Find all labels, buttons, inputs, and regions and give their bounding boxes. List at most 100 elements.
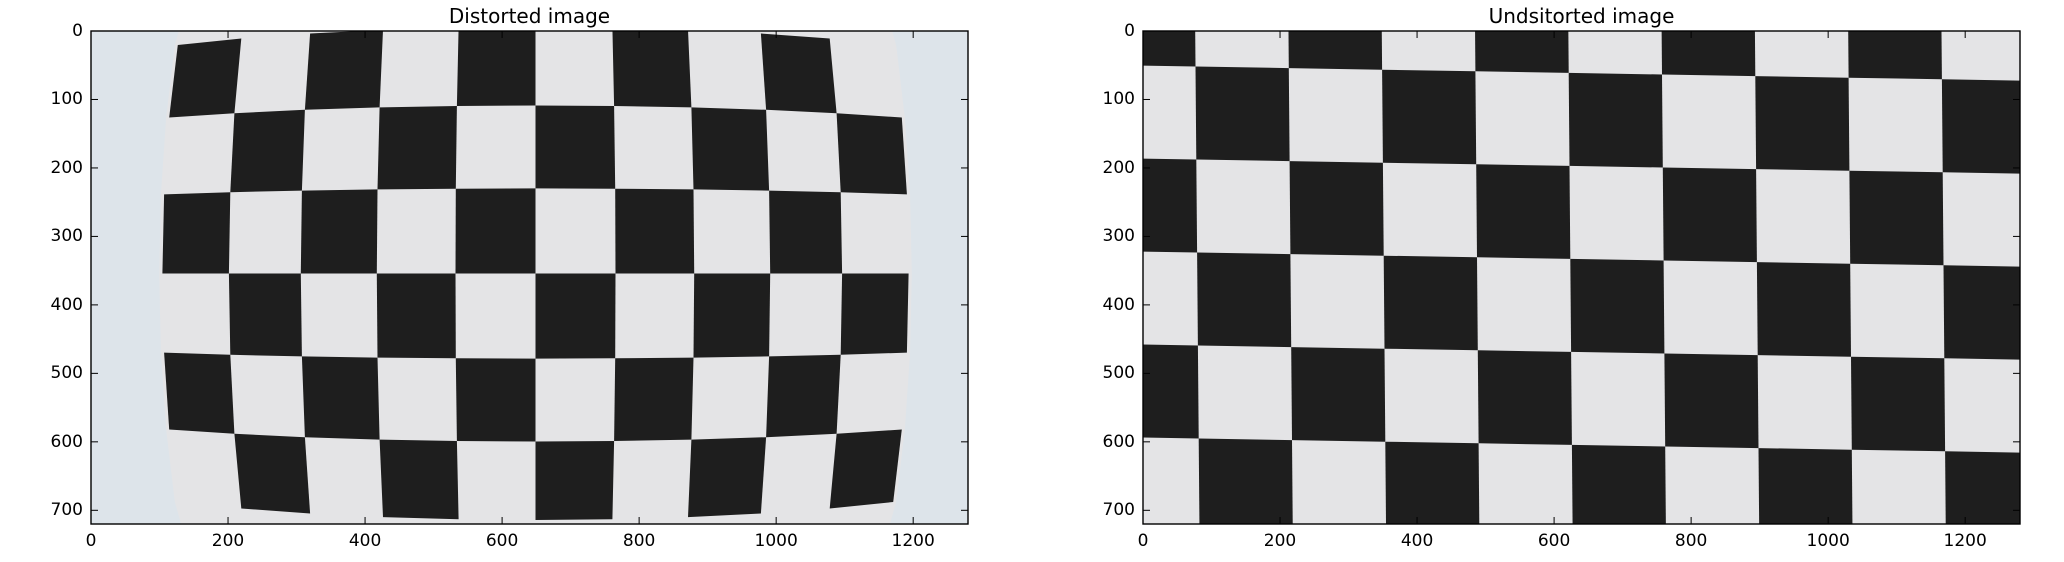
dark-square <box>760 33 837 114</box>
axes-frame <box>1142 30 2021 525</box>
dark-square <box>2039 546 2064 562</box>
dark-square <box>614 357 694 441</box>
dark-square <box>535 441 615 520</box>
dark-square <box>1570 258 1665 354</box>
y-tick-label: 600 <box>1102 431 1135 452</box>
x-tick-label: 800 <box>622 531 656 551</box>
dark-square <box>1477 350 1572 445</box>
x-tick-label: 200 <box>211 531 245 551</box>
x-tick-label: 0 <box>1137 531 1149 551</box>
dark-square <box>1383 255 1478 351</box>
dark-square <box>2036 174 2064 269</box>
dark-square <box>1662 167 1757 263</box>
x-tick-label: 1200 <box>1943 531 1987 551</box>
dark-square <box>1288 31 1383 70</box>
y-tick-label: 700 <box>50 500 83 521</box>
dark-square <box>455 188 536 274</box>
x-tick-label: 400 <box>348 531 382 551</box>
y-tick-label: 400 <box>1102 294 1135 315</box>
image-content <box>91 31 968 524</box>
dark-square <box>1197 252 1292 348</box>
dark-square <box>304 31 383 110</box>
dark-square <box>1291 347 1386 442</box>
dark-square <box>836 113 907 195</box>
dark-square <box>691 107 770 191</box>
dark-square <box>379 439 459 520</box>
dark-square <box>234 433 311 514</box>
dark-square <box>1661 31 1756 77</box>
x-tick-label: 1000 <box>1806 531 1850 551</box>
panel-title-undistorted: Undsitorted image <box>1488 4 1675 28</box>
x-tick-label: 1000 <box>754 531 798 551</box>
dark-square <box>769 190 843 274</box>
dark-square <box>1664 353 1759 449</box>
y-tick-label: 100 <box>1102 89 1135 110</box>
y-tick-label: 500 <box>1102 363 1135 384</box>
dark-square <box>1476 164 1571 259</box>
x-tick-label: 400 <box>1400 531 1434 551</box>
y-tick-label: 400 <box>50 294 83 315</box>
x-tick-label: 1200 <box>891 531 935 551</box>
dark-square <box>300 189 378 274</box>
dark-square <box>829 429 902 509</box>
dark-square <box>1143 31 1196 67</box>
dark-square <box>1385 441 1480 524</box>
dark-square <box>2038 360 2064 455</box>
y-tick-label: 300 <box>1102 226 1135 247</box>
x-tick-label: 200 <box>1263 531 1297 551</box>
x-tick-label: 600 <box>485 531 519 551</box>
dark-square <box>1568 72 1663 168</box>
x-tick-label: 600 <box>1537 531 1571 551</box>
x-tick-label: 0 <box>85 531 97 551</box>
dark-square <box>615 188 695 274</box>
dark-square <box>455 358 536 442</box>
y-tick-label: 200 <box>1102 157 1135 178</box>
y-tick-label: 0 <box>1124 21 1135 41</box>
dark-square <box>1943 265 2020 360</box>
y-tick-label: 100 <box>50 89 83 110</box>
dark-square <box>1143 158 1198 253</box>
dark-square <box>456 31 536 106</box>
dark-square <box>1755 76 1850 171</box>
y-tick-label: 300 <box>50 226 83 247</box>
dark-square <box>535 273 616 359</box>
dark-square <box>301 356 380 440</box>
dark-square <box>1382 69 1477 165</box>
dark-square <box>1571 444 1666 524</box>
axes-frame <box>90 30 969 525</box>
image-content <box>1009 0 2064 562</box>
dark-square <box>1941 79 2020 174</box>
dark-square <box>164 352 235 434</box>
y-tick-label: 0 <box>72 21 83 41</box>
y-tick-label: 200 <box>50 157 83 178</box>
x-tick-label: 800 <box>1674 531 1708 551</box>
dark-square <box>1198 438 1293 524</box>
dark-square <box>377 106 457 190</box>
dark-square <box>1756 262 1851 357</box>
dark-square <box>162 192 231 274</box>
dark-square <box>376 273 456 359</box>
dark-square <box>1195 66 1290 162</box>
dark-square <box>169 38 242 118</box>
dark-square <box>612 31 692 108</box>
dark-square <box>1289 161 1384 256</box>
dark-square <box>1848 31 1942 80</box>
dark-square <box>1475 31 1569 73</box>
dark-square <box>1009 63 1103 158</box>
dark-square <box>535 105 616 189</box>
dark-square <box>1758 448 1853 524</box>
y-tick-label: 700 <box>1102 500 1135 521</box>
dark-square <box>228 273 302 357</box>
panel-title-distorted: Distorted image <box>448 4 611 28</box>
y-tick-label: 500 <box>50 363 83 384</box>
dark-square <box>688 437 767 518</box>
dark-square <box>1143 344 1199 439</box>
dark-square <box>693 273 771 358</box>
dark-square <box>1849 170 1944 266</box>
dark-square <box>2034 0 2064 82</box>
dark-square <box>230 109 305 193</box>
dark-square <box>840 273 909 355</box>
y-tick-label: 600 <box>50 431 83 452</box>
